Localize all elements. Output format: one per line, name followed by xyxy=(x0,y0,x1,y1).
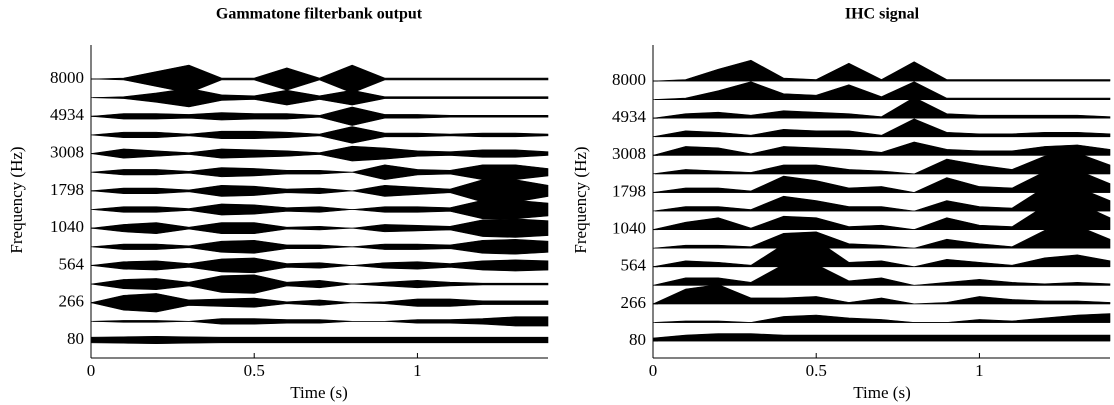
channel-envelope xyxy=(652,169,1111,193)
channel-waveform xyxy=(90,106,549,126)
channel-waveform xyxy=(90,164,549,180)
channel-waveform xyxy=(90,179,549,203)
y-tick-label: 4934 xyxy=(612,107,647,126)
y-tick-label: 564 xyxy=(621,256,647,275)
y-tick-label: 1040 xyxy=(50,217,84,236)
channel-waveform xyxy=(90,64,549,94)
y-tick-label: 1040 xyxy=(612,218,646,237)
y-tick-label: 564 xyxy=(59,254,85,273)
x-tick-label: 1 xyxy=(975,361,984,380)
y-tick-label: 1798 xyxy=(612,181,646,200)
channel-envelope xyxy=(652,141,1111,156)
channel-envelope xyxy=(652,59,1111,82)
channel-waveform xyxy=(90,145,549,162)
x-axis-label: Time (s) xyxy=(853,383,910,402)
x-tick-label: 0 xyxy=(87,361,96,380)
channel-envelope xyxy=(652,333,1111,342)
y-tick-label: 8000 xyxy=(612,70,646,89)
channel-waveform xyxy=(90,126,549,144)
channel-envelope xyxy=(652,225,1111,249)
y-tick-label: 80 xyxy=(67,329,84,348)
channel-envelope xyxy=(652,118,1111,138)
x-tick-label: 1 xyxy=(413,361,422,380)
y-tick-label: 4934 xyxy=(50,105,85,124)
y-tick-label: 266 xyxy=(59,292,85,311)
y-axis-label: Frequency (Hz) xyxy=(571,146,590,253)
channel-waveform xyxy=(90,199,549,220)
channel-envelope xyxy=(652,81,1111,100)
channel-waveform xyxy=(90,218,549,238)
x-tick-label: 0.5 xyxy=(244,361,265,380)
channel-envelope xyxy=(652,284,1111,305)
channel-waveform xyxy=(90,274,549,294)
y-tick-label: 1798 xyxy=(50,180,84,199)
channel-waveform xyxy=(90,239,549,255)
x-tick-label: 0 xyxy=(649,361,658,380)
channel-waveform xyxy=(90,257,549,274)
y-tick-label: 3008 xyxy=(50,142,84,161)
channel-waveform xyxy=(90,88,549,108)
channel-waveform xyxy=(90,316,549,327)
channel-envelope xyxy=(652,264,1111,286)
channel-waveform xyxy=(90,335,549,345)
y-tick-label: 266 xyxy=(621,293,647,312)
x-axis-label: Time (s) xyxy=(290,383,347,402)
channel-envelope xyxy=(652,239,1111,268)
channel-envelope xyxy=(652,313,1111,323)
y-axis-label: Frequency (Hz) xyxy=(7,146,26,253)
y-tick-label: 80 xyxy=(629,330,646,349)
panel-title: Gammatone filterbank output xyxy=(216,6,423,23)
y-tick-label: 3008 xyxy=(612,144,646,163)
x-tick-label: 0.5 xyxy=(806,361,827,380)
channel-envelope xyxy=(652,97,1111,119)
channel-envelope xyxy=(652,152,1111,175)
panel-title: IHC signal xyxy=(845,6,920,23)
channel-waveform xyxy=(90,293,549,313)
y-tick-label: 8000 xyxy=(50,68,84,87)
